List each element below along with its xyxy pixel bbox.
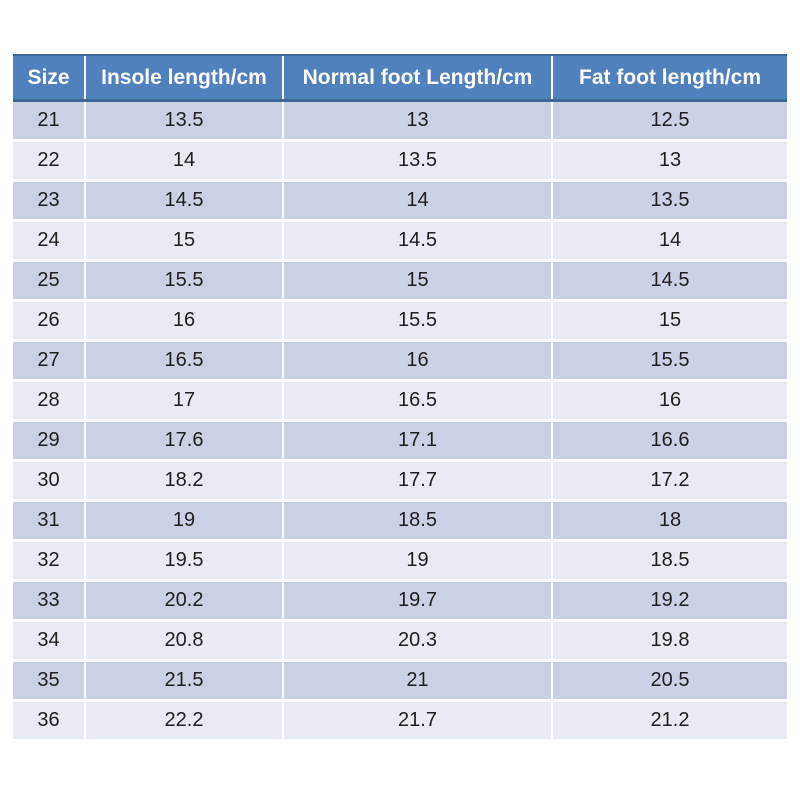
- column-header-normal-foot-length: Normal foot Length/cm: [282, 54, 552, 102]
- value-cell: 15.5: [84, 260, 283, 302]
- value-cell: 19.8: [551, 620, 787, 662]
- value-cell: 15: [84, 220, 283, 262]
- column-header-fat-foot-length: Fat foot length/cm: [551, 54, 787, 102]
- table-row: 23 14.5 14 13.5: [13, 180, 787, 222]
- value-cell: 16: [551, 380, 787, 422]
- table-row: 25 15.5 15 14.5: [13, 260, 787, 302]
- value-cell: 16: [282, 340, 552, 382]
- table-row: 22 14 13.5 13: [13, 140, 787, 182]
- value-cell: 14: [84, 140, 283, 182]
- value-cell: 15.5: [282, 300, 552, 342]
- value-cell: 17.2: [551, 460, 787, 502]
- value-cell: 14: [282, 180, 552, 222]
- size-cell: 29: [13, 420, 85, 462]
- value-cell: 20.8: [84, 620, 283, 662]
- table-row: 32 19.5 19 18.5: [13, 540, 787, 582]
- table-row: 24 15 14.5 14: [13, 220, 787, 262]
- value-cell: 21.7: [282, 700, 552, 742]
- size-cell: 28: [13, 380, 85, 422]
- value-cell: 20.2: [84, 580, 283, 622]
- value-cell: 17.6: [84, 420, 283, 462]
- size-cell: 26: [13, 300, 85, 342]
- value-cell: 12.5: [551, 100, 787, 142]
- table-row: 34 20.8 20.3 19.8: [13, 620, 787, 662]
- value-cell: 16.5: [84, 340, 283, 382]
- value-cell: 22.2: [84, 700, 283, 742]
- size-cell: 36: [13, 700, 85, 742]
- size-cell: 31: [13, 500, 85, 542]
- value-cell: 21: [282, 660, 552, 702]
- table-row: 36 22.2 21.7 21.2: [13, 700, 787, 742]
- value-cell: 16.5: [282, 380, 552, 422]
- value-cell: 21.5: [84, 660, 283, 702]
- value-cell: 19.2: [551, 580, 787, 622]
- table-row: 27 16.5 16 15.5: [13, 340, 787, 382]
- table-row: 21 13.5 13 12.5: [13, 100, 787, 142]
- value-cell: 16: [84, 300, 283, 342]
- value-cell: 20.5: [551, 660, 787, 702]
- size-chart: Size Insole length/cm Normal foot Length…: [13, 54, 787, 742]
- size-cell: 25: [13, 260, 85, 302]
- size-cell: 30: [13, 460, 85, 502]
- value-cell: 18.5: [282, 500, 552, 542]
- value-cell: 14.5: [282, 220, 552, 262]
- value-cell: 16.6: [551, 420, 787, 462]
- size-cell: 27: [13, 340, 85, 382]
- value-cell: 14.5: [551, 260, 787, 302]
- table-row: 31 19 18.5 18: [13, 500, 787, 542]
- value-cell: 20.3: [282, 620, 552, 662]
- value-cell: 15: [551, 300, 787, 342]
- size-chart-table: Size Insole length/cm Normal foot Length…: [13, 54, 787, 742]
- header-row: Size Insole length/cm Normal foot Length…: [13, 54, 787, 102]
- size-cell: 34: [13, 620, 85, 662]
- value-cell: 13: [551, 140, 787, 182]
- column-header-size: Size: [13, 54, 85, 102]
- value-cell: 19.5: [84, 540, 283, 582]
- value-cell: 19.7: [282, 580, 552, 622]
- table-row: 30 18.2 17.7 17.2: [13, 460, 787, 502]
- value-cell: 18.5: [551, 540, 787, 582]
- size-cell: 21: [13, 100, 85, 142]
- size-cell: 22: [13, 140, 85, 182]
- size-cell: 24: [13, 220, 85, 262]
- table-row: 33 20.2 19.7 19.2: [13, 580, 787, 622]
- size-cell: 33: [13, 580, 85, 622]
- value-cell: 14: [551, 220, 787, 262]
- table-row: 29 17.6 17.1 16.6: [13, 420, 787, 462]
- value-cell: 18.2: [84, 460, 283, 502]
- value-cell: 17.1: [282, 420, 552, 462]
- value-cell: 17: [84, 380, 283, 422]
- table-row: 28 17 16.5 16: [13, 380, 787, 422]
- value-cell: 19: [282, 540, 552, 582]
- value-cell: 21.2: [551, 700, 787, 742]
- value-cell: 14.5: [84, 180, 283, 222]
- table-body: 21 13.5 13 12.5 22 14 13.5 13 23 14.5 14 13.5 24 15 14…: [13, 100, 787, 742]
- table-header: Size Insole length/cm Normal foot Length…: [13, 54, 787, 102]
- size-cell: 32: [13, 540, 85, 582]
- value-cell: 15: [282, 260, 552, 302]
- value-cell: 19: [84, 500, 283, 542]
- value-cell: 18: [551, 500, 787, 542]
- size-cell: 23: [13, 180, 85, 222]
- value-cell: 13: [282, 100, 552, 142]
- table-row: 35 21.5 21 20.5: [13, 660, 787, 702]
- table-row: 26 16 15.5 15: [13, 300, 787, 342]
- size-cell: 35: [13, 660, 85, 702]
- value-cell: 15.5: [551, 340, 787, 382]
- value-cell: 13.5: [551, 180, 787, 222]
- column-header-insole-length: Insole length/cm: [84, 54, 283, 102]
- value-cell: 17.7: [282, 460, 552, 502]
- value-cell: 13.5: [84, 100, 283, 142]
- value-cell: 13.5: [282, 140, 552, 182]
